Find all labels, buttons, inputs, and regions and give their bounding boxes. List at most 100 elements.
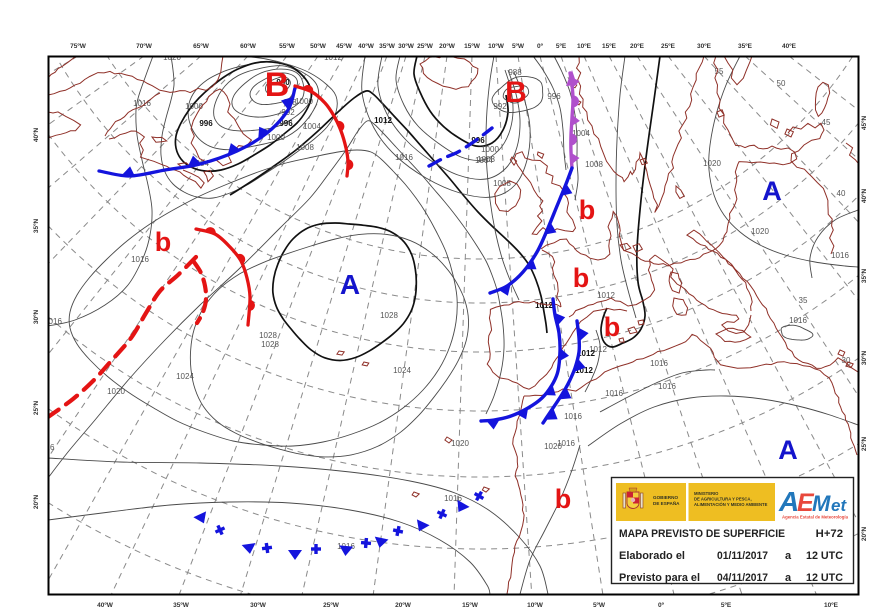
svg-text:30ºN: 30ºN <box>861 351 868 366</box>
svg-text:990: 990 <box>276 78 290 87</box>
svg-text:DE AGRICULTURA Y PESCA,: DE AGRICULTURA Y PESCA, <box>694 497 752 502</box>
svg-text:25ºW: 25ºW <box>417 43 434 50</box>
svg-text:30ºE: 30ºE <box>697 43 712 50</box>
svg-text:20ºN: 20ºN <box>33 495 40 510</box>
svg-text:1004: 1004 <box>303 122 321 131</box>
svg-text:1016: 1016 <box>131 255 149 264</box>
svg-text:20ºN: 20ºN <box>861 527 868 542</box>
svg-text:10ºE: 10ºE <box>577 43 592 50</box>
svg-text:75ºW: 75ºW <box>70 43 87 50</box>
svg-text:1008: 1008 <box>493 179 511 188</box>
svg-text:1028: 1028 <box>259 331 277 340</box>
svg-text:DE ESPAÑA: DE ESPAÑA <box>653 500 680 506</box>
svg-text:1004: 1004 <box>572 129 590 138</box>
svg-text:15ºW: 15ºW <box>462 602 479 609</box>
svg-text:1008: 1008 <box>477 155 495 164</box>
svg-text:25ºE: 25ºE <box>661 43 676 50</box>
svg-text:1012: 1012 <box>324 53 342 62</box>
svg-text:0º: 0º <box>658 602 665 609</box>
svg-text:1020: 1020 <box>751 227 769 236</box>
svg-text:1020: 1020 <box>544 442 562 451</box>
svg-text:1012: 1012 <box>597 291 615 300</box>
svg-text:12 UTC: 12 UTC <box>806 550 843 562</box>
svg-text:1016: 1016 <box>133 99 151 108</box>
svg-text:35ºW: 35ºW <box>173 602 190 609</box>
svg-text:1004: 1004 <box>475 156 493 165</box>
svg-text:1016: 1016 <box>789 316 807 325</box>
svg-text:0º: 0º <box>537 43 544 50</box>
svg-text:15ºE: 15ºE <box>602 43 617 50</box>
svg-text:10ºW: 10ºW <box>527 602 544 609</box>
svg-text:5ºE: 5ºE <box>721 602 732 609</box>
svg-text:1012: 1012 <box>535 301 553 310</box>
svg-text:1020: 1020 <box>163 53 181 62</box>
svg-text:1028: 1028 <box>380 311 398 320</box>
svg-text:Previsto para el: Previsto para el <box>619 572 700 584</box>
svg-text:30ºW: 30ºW <box>398 43 415 50</box>
svg-text:1012: 1012 <box>575 366 593 375</box>
svg-text:B: B <box>505 76 527 109</box>
svg-text:1024: 1024 <box>393 366 411 375</box>
svg-text:B: B <box>265 66 290 104</box>
svg-text:35ºN: 35ºN <box>861 269 868 284</box>
svg-text:40ºN: 40ºN <box>861 189 868 204</box>
svg-text:A: A <box>778 486 799 517</box>
svg-text:1016: 1016 <box>444 494 462 503</box>
svg-text:996: 996 <box>547 92 561 101</box>
svg-text:E: E <box>797 489 815 517</box>
svg-text:b: b <box>579 195 596 225</box>
svg-text:40ºN: 40ºN <box>33 128 40 143</box>
svg-text:10ºE: 10ºE <box>824 602 839 609</box>
svg-text:H+72: H+72 <box>816 528 843 540</box>
svg-text:1016: 1016 <box>605 389 623 398</box>
svg-text:1016: 1016 <box>650 359 668 368</box>
svg-text:5ºW: 5ºW <box>512 43 525 50</box>
svg-text:45ºN: 45ºN <box>861 116 868 131</box>
svg-text:1008: 1008 <box>296 143 314 152</box>
svg-text:1016: 1016 <box>831 251 849 260</box>
svg-text:a: a <box>785 550 792 562</box>
svg-text:1016: 1016 <box>44 317 62 326</box>
svg-text:988: 988 <box>508 68 522 77</box>
svg-text:b: b <box>155 227 172 257</box>
svg-text:60ºW: 60ºW <box>240 43 257 50</box>
svg-text:b: b <box>573 263 590 293</box>
svg-text:50ºW: 50ºW <box>310 43 327 50</box>
svg-text:30ºW: 30ºW <box>250 602 267 609</box>
svg-text:04/11/2017: 04/11/2017 <box>717 572 768 584</box>
svg-text:1000: 1000 <box>481 145 499 154</box>
svg-text:30: 30 <box>842 356 851 365</box>
svg-text:996: 996 <box>279 119 293 128</box>
svg-text:b: b <box>604 312 621 342</box>
svg-text:01/11/2017: 01/11/2017 <box>717 550 768 562</box>
svg-text:Elaborado el: Elaborado el <box>619 550 685 562</box>
svg-text:50: 50 <box>777 79 786 88</box>
svg-text:12 UTC: 12 UTC <box>806 572 843 584</box>
svg-text:ALIMENTACIÓN Y MEDIO AMBIENTE: ALIMENTACIÓN Y MEDIO AMBIENTE <box>694 502 768 507</box>
svg-text:25ºN: 25ºN <box>861 437 868 452</box>
svg-text:45ºW: 45ºW <box>336 43 353 50</box>
svg-text:et: et <box>831 496 847 515</box>
svg-text:25ºW: 25ºW <box>323 602 340 609</box>
svg-text:1016: 1016 <box>564 412 582 421</box>
svg-text:65ºW: 65ºW <box>193 43 210 50</box>
svg-text:1000: 1000 <box>267 133 285 142</box>
svg-text:1016: 1016 <box>395 153 413 162</box>
svg-text:1024: 1024 <box>176 372 194 381</box>
svg-text:16: 16 <box>46 443 55 452</box>
svg-text:15ºW: 15ºW <box>464 43 481 50</box>
svg-text:25ºN: 25ºN <box>33 401 40 416</box>
svg-text:1012: 1012 <box>589 345 607 354</box>
svg-text:A: A <box>340 269 360 300</box>
svg-text:1000: 1000 <box>295 97 313 106</box>
svg-text:40ºW: 40ºW <box>97 602 114 609</box>
svg-text:1020: 1020 <box>107 387 125 396</box>
svg-text:40ºW: 40ºW <box>358 43 375 50</box>
svg-text:20ºW: 20ºW <box>439 43 456 50</box>
svg-text:a: a <box>785 572 792 584</box>
svg-text:M: M <box>812 491 831 516</box>
svg-text:55ºW: 55ºW <box>279 43 296 50</box>
svg-text:35ºN: 35ºN <box>33 219 40 234</box>
svg-text:1016: 1016 <box>658 382 676 391</box>
svg-text:Agencia Estatal de Meteorologí: Agencia Estatal de Meteorología <box>782 515 848 521</box>
